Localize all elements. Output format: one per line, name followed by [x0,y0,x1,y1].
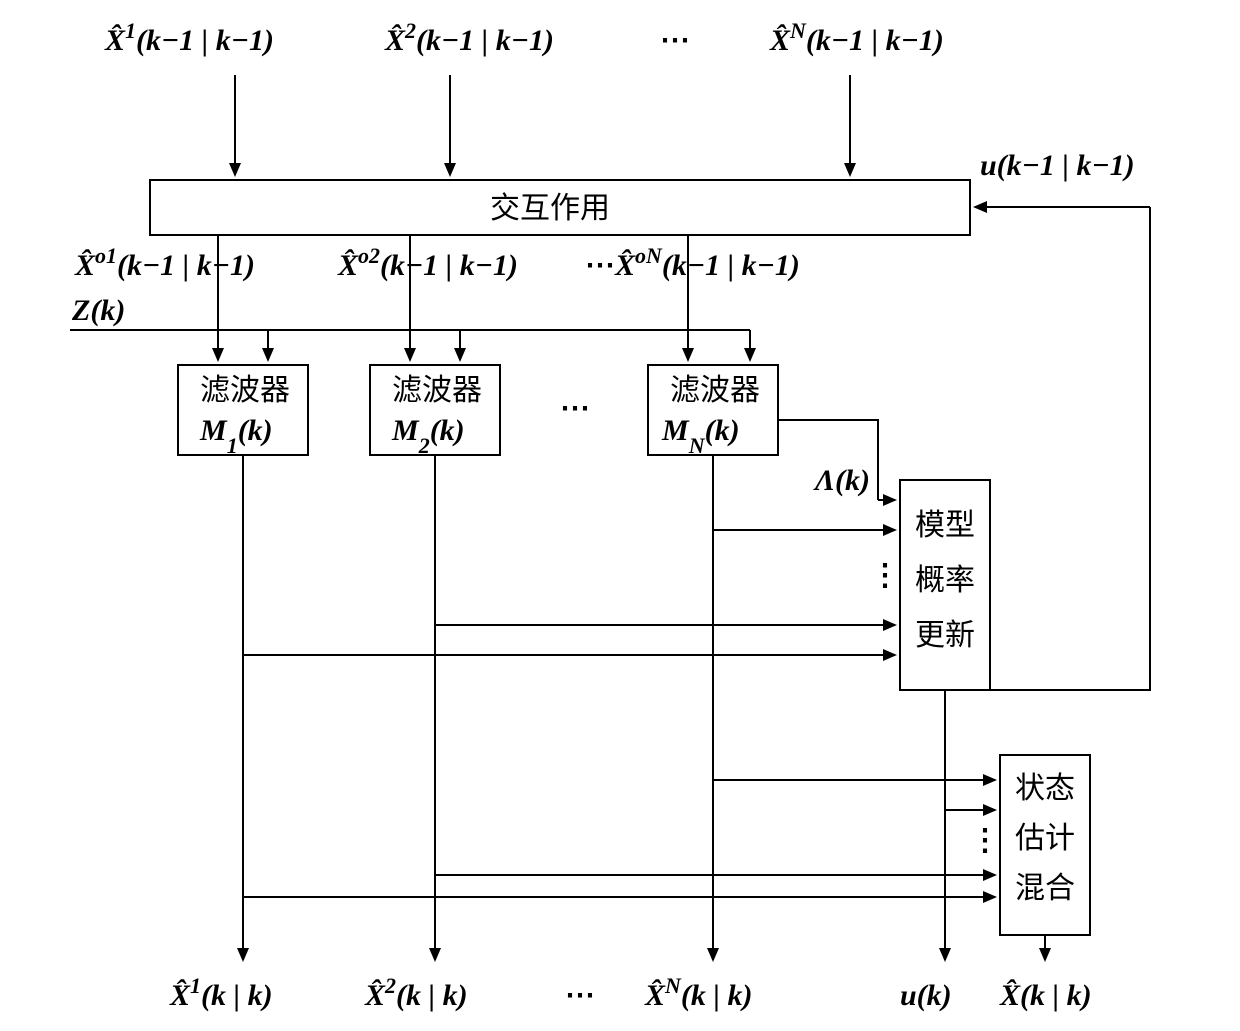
svg-text:X̂1(k | k): X̂1(k | k) [169,973,273,1013]
sem-vdots: ⋮ [970,824,1000,857]
filter2-cjk: 滤波器 [392,374,482,407]
xoN-label: X̂oN(k−1 | k−1) [614,243,800,283]
out-x2-label: X̂2(k | k) [364,973,468,1013]
out-u-label: u(k) [900,979,952,1012]
model-prob-l3: 更新 [915,619,975,652]
top-input-xN: X̂N(k−1 | k−1) [769,18,944,58]
top-input-x2: X̂2(k−1 | k−1) [384,18,554,58]
u-feedback-label: u(k−1 | k−1) [980,149,1135,182]
svg-text:X̂oN(k−1 | k−1): X̂oN(k−1 | k−1) [614,243,800,283]
state-est-l3: 混合 [1015,872,1075,905]
svg-text:X̂2(k | k): X̂2(k | k) [364,973,468,1013]
filterN-cjk: 滤波器 [670,374,760,407]
svg-text:X̂2(k−1 | k−1): X̂2(k−1 | k−1) [384,18,554,58]
out-xN-label: X̂N(k | k) [644,973,753,1013]
top-input-x1: X̂1(k−1 | k−1) [104,18,274,58]
state-est-l2: 估计 [1015,822,1075,855]
interaction-label: 交互作用 [490,192,610,225]
out-x1-label: X̂1(k | k) [169,973,273,1013]
svg-text:X̂N(k−1 | k−1): X̂N(k−1 | k−1) [769,18,944,58]
model-prob-l1: 模型 [915,509,975,542]
svg-text:X̂N(k | k): X̂N(k | k) [644,973,753,1013]
svg-text:X̂o1(k−1 | k−1): X̂o1(k−1 | k−1) [74,243,255,283]
filter-dots: ⋯ [560,392,590,425]
svg-text:X̂(k | k): X̂(k | k) [999,979,1092,1012]
out-dots: ⋯ [565,979,595,1012]
lambda-label: Λ(k) [813,464,870,497]
xo-dots: ⋯ [585,249,615,282]
out-xhat-label: X̂(k | k) [999,979,1092,1012]
xo1-label: X̂o1(k−1 | k−1) [74,243,255,283]
mpu-vdots: ⋮ [870,559,900,592]
svg-text:X̂1(k−1 | k−1): X̂1(k−1 | k−1) [104,18,274,58]
filter1-cjk: 滤波器 [200,374,290,407]
xo2-label: X̂o2(k−1 | k−1) [337,243,518,283]
state-est-l1: 状态 [1015,772,1075,805]
svg-text:X̂o2(k−1 | k−1): X̂o2(k−1 | k−1) [337,243,518,283]
top-dots: ⋯ [660,24,690,57]
z-label: Z(k) [71,294,125,327]
model-prob-l2: 概率 [915,564,975,597]
